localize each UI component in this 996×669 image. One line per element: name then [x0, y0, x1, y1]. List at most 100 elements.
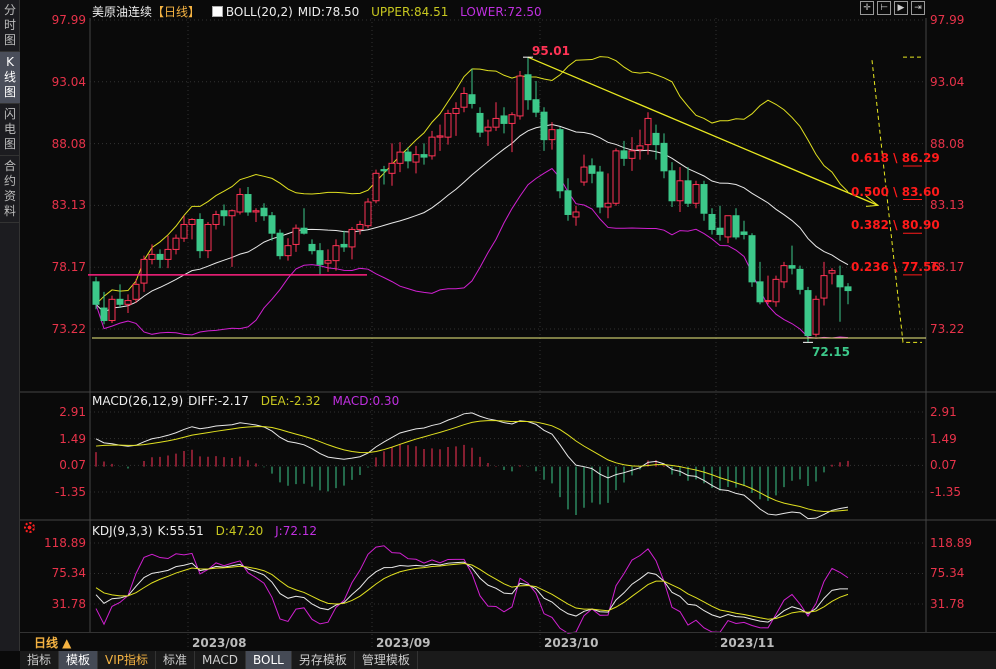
tab-2[interactable]: VIP指标: [98, 651, 157, 669]
boll-label: BOLL(20,2): [225, 5, 293, 19]
macd-name: MACD(26,12,9): [92, 394, 184, 408]
candle-body: [708, 213, 716, 230]
fib-ratio: 0.382: [851, 218, 889, 233]
candle-body: [420, 154, 428, 158]
candle-body: [548, 129, 556, 141]
candle-body: [516, 75, 524, 117]
period-label: 【日线】: [152, 5, 201, 19]
candle-body: [788, 265, 796, 269]
fib-dashed-line: [871, 60, 922, 343]
candle-body: [556, 129, 564, 192]
candle-body: [444, 112, 452, 138]
candle-body: [148, 253, 156, 260]
date-tick-label: 2023/08: [192, 636, 247, 650]
candle-body: [452, 107, 460, 114]
trend-arrow: [865, 195, 880, 207]
date-tick-label: 2023/10: [544, 636, 599, 650]
axis-label-right: 75.34: [930, 566, 965, 581]
tab-5[interactable]: BOLL: [246, 651, 292, 669]
candle-body: [740, 231, 748, 235]
sidebar-item-flash[interactable]: 闪 电 图: [0, 104, 20, 156]
high-label: 95.01: [532, 44, 570, 58]
axis-label-left: 93.04: [51, 74, 86, 89]
candle-body: [604, 202, 612, 208]
template-tabs: 指标 模板 VIP指标 标准 MACD BOLL 另存模板 管理模板: [20, 651, 996, 669]
axis-label-left: 88.08: [51, 136, 86, 151]
axis-label-left: 97.99: [51, 13, 86, 27]
tab-1[interactable]: 模板: [59, 651, 99, 669]
candle-body: [468, 94, 476, 104]
candle-body: [132, 283, 140, 300]
exit-icon[interactable]: ⇥: [911, 1, 925, 15]
candle-body: [164, 248, 172, 260]
low-label: 72.15: [812, 345, 850, 359]
axis-label-right: 2.91: [930, 405, 957, 419]
boll-icon: [211, 6, 223, 17]
axis-label-right: 118.89: [930, 536, 972, 550]
sidebar-item-timeshare[interactable]: 分 时 图: [0, 0, 20, 52]
kdj-header: KDJ(9,3,3) K:55.51 D:47.20 J:72.12: [92, 524, 325, 538]
candle-body: [668, 170, 676, 202]
candle-body: [772, 278, 780, 303]
tab-4[interactable]: MACD: [195, 651, 247, 669]
candle-body: [628, 150, 636, 159]
candle-body: [116, 298, 124, 305]
candle-body: [756, 281, 764, 303]
axis-label-right: 97.99: [930, 13, 965, 27]
period-toggle[interactable]: 日线 ▲: [34, 636, 72, 650]
sidebar-item-contract-info[interactable]: 合 约 资 料: [0, 156, 20, 223]
kdj-d: D:47.20: [215, 524, 264, 538]
candle-body: [180, 223, 188, 239]
candle-body: [596, 171, 604, 208]
zoom-in-icon[interactable]: ⊢: [877, 1, 891, 15]
candle-body: [684, 180, 692, 204]
tab-7[interactable]: 管理模板: [355, 651, 418, 669]
candle-body: [436, 135, 444, 138]
crosshair-icon[interactable]: ✛: [860, 1, 874, 15]
candle-body: [612, 150, 620, 204]
kdj-j: J:72.12: [275, 524, 318, 538]
candle-body: [660, 142, 668, 172]
sidebar-item-kline[interactable]: K 线 图: [0, 52, 20, 104]
axis-label-right: 0.07: [930, 458, 957, 473]
candle-body: [724, 215, 732, 238]
axis-label-left: 0.07: [59, 458, 86, 473]
candle-body: [244, 194, 252, 213]
tab-0[interactable]: 指标: [20, 651, 60, 669]
axis-label-right: 83.13: [930, 198, 965, 213]
fib-price: 86.29: [901, 150, 940, 165]
tab-6[interactable]: 另存模板: [292, 651, 355, 669]
candle-body: [316, 250, 324, 265]
macd-dea-line: [95, 420, 849, 513]
instrument-name: 美原油连续: [92, 5, 153, 19]
play-icon[interactable]: ▶: [894, 1, 908, 15]
candle-body: [812, 298, 820, 335]
axis-label-left: 73.22: [51, 322, 86, 336]
indicator-settings-icon[interactable]: [24, 522, 35, 533]
candle-body: [492, 117, 500, 128]
candle-body: [220, 210, 228, 217]
axis-label-right: -1.35: [930, 485, 962, 499]
candle-body: [388, 162, 396, 174]
date-tick-label: 2023/11: [720, 636, 775, 650]
candle-body: [692, 184, 700, 204]
tab-3[interactable]: 标准: [156, 651, 196, 669]
boll-mid-line: [95, 123, 849, 314]
axis-label-right: 78.17: [930, 260, 965, 275]
candle-body: [356, 223, 364, 230]
candle-body: [540, 111, 548, 141]
candle-body: [644, 117, 652, 146]
candle-body: [428, 136, 436, 157]
candle-body: [404, 151, 412, 162]
candle-body: [804, 290, 812, 336]
candle-body: [228, 210, 236, 217]
candle-body: [172, 237, 180, 250]
fib-ratio: 0.236: [851, 259, 889, 274]
fib-level-label: 0.236 \ 77.56: [851, 259, 940, 274]
candle-body: [532, 99, 540, 113]
candle-body: [716, 227, 724, 235]
fib-price: 80.90: [901, 218, 940, 233]
axis-label-left: 2.91: [59, 405, 86, 419]
candle-body: [748, 235, 756, 283]
